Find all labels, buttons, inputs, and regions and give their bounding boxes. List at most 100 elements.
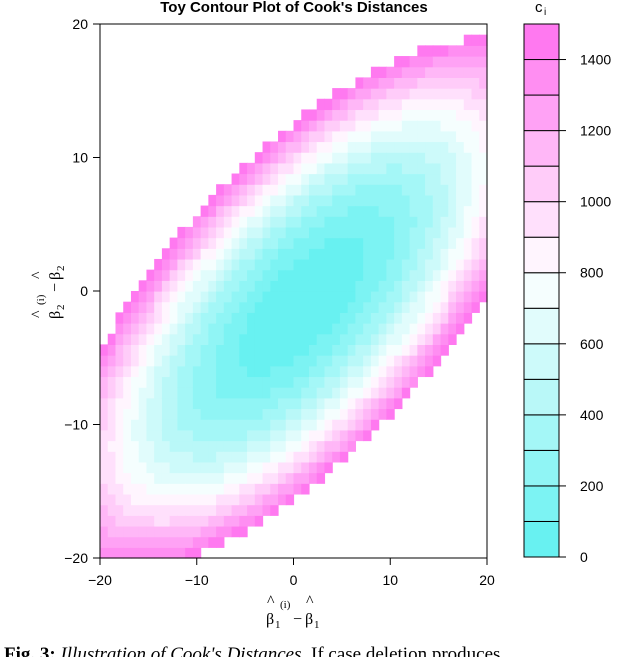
contour-cell <box>463 301 473 313</box>
contour-cell <box>394 77 403 89</box>
contour-cell <box>347 237 357 249</box>
contour-cell <box>223 333 233 345</box>
contour-cell <box>432 173 442 185</box>
contour-cell <box>363 216 372 228</box>
contour-cell <box>316 152 326 164</box>
contour-cell <box>339 312 349 324</box>
contour-cell <box>200 355 209 367</box>
contour-cell <box>247 365 256 378</box>
contour-cell <box>177 291 186 303</box>
contour-cell <box>308 323 318 335</box>
contour-cell <box>293 365 302 378</box>
contour-cell <box>394 205 403 217</box>
contour-cell <box>154 408 163 420</box>
contour-cell <box>440 173 449 185</box>
contour-cell <box>401 365 411 378</box>
contour-cell <box>471 173 480 185</box>
contour-cell <box>239 387 248 399</box>
contour-cell <box>262 205 271 217</box>
contour-cell <box>285 387 295 399</box>
contour-cell <box>463 216 473 228</box>
contour-cell <box>479 280 488 292</box>
contour-cell <box>293 226 302 239</box>
contour-cell <box>456 216 465 228</box>
contour-cell <box>130 493 140 506</box>
contour-cell <box>223 451 233 463</box>
contour-cell <box>107 547 117 559</box>
contour-cell <box>270 387 279 399</box>
contour-cell <box>440 301 449 313</box>
contour-cell <box>154 440 163 452</box>
contour-cell <box>394 173 403 185</box>
contour-cell <box>254 237 264 249</box>
contour-cell <box>347 344 357 356</box>
contour-cell <box>339 237 349 249</box>
contour-cell <box>200 344 209 356</box>
contour-cell <box>417 141 426 153</box>
contour-cell <box>138 323 148 335</box>
contour-cell <box>432 258 442 271</box>
contour-cell <box>185 461 194 474</box>
contour-cell <box>285 291 295 303</box>
contour-cell <box>332 141 341 153</box>
contour-cell <box>270 152 279 164</box>
contour-cell <box>386 109 395 121</box>
contour-cell <box>440 66 449 78</box>
contour-cell <box>177 472 186 484</box>
contour-cell <box>138 397 148 410</box>
contour-cell <box>231 312 240 324</box>
contour-cell <box>448 173 457 185</box>
contour-cell <box>247 280 256 292</box>
contour-cell <box>200 472 209 484</box>
contour-cell <box>278 226 287 239</box>
contour-cell <box>324 120 333 132</box>
contour-cell <box>278 419 287 431</box>
contour-cell <box>130 419 140 431</box>
contour-cell <box>363 365 372 378</box>
x-tick-label: 0 <box>290 572 298 588</box>
contour-cell <box>324 333 333 345</box>
contour-cell <box>316 226 326 239</box>
contour-cell <box>262 408 271 420</box>
colorbar-tick-label: 400 <box>580 407 604 423</box>
contour-cell <box>247 483 256 495</box>
contour-cell <box>347 355 357 367</box>
contour-cell <box>130 323 140 335</box>
contour-cell <box>154 344 163 356</box>
contour-cell <box>293 472 302 484</box>
contour-cell <box>247 173 256 185</box>
contour-cell <box>417 226 426 239</box>
contour-cell <box>185 451 194 463</box>
contour-cell <box>254 269 264 281</box>
contour-cell <box>254 344 264 356</box>
contour-cell <box>200 291 209 303</box>
contour-cell <box>169 493 178 506</box>
contour-cell <box>270 376 279 388</box>
contour-cell <box>425 130 434 143</box>
contour-cell <box>123 536 132 548</box>
contour-cell <box>370 269 380 281</box>
contour-cell <box>161 387 171 399</box>
contour-cell <box>208 216 217 228</box>
contour-cell <box>432 152 442 164</box>
contour-cell <box>316 344 326 356</box>
colorbar-frame <box>523 23 560 558</box>
contour-cell <box>239 301 248 313</box>
contour-cell <box>200 504 209 516</box>
contour-cell <box>440 45 449 57</box>
contour-cell <box>278 141 287 153</box>
contour-cell <box>332 120 341 132</box>
contour-cell <box>208 408 217 420</box>
contour-cell <box>239 323 248 335</box>
contour-cell <box>401 269 411 281</box>
contour-cell <box>130 547 140 559</box>
contour-cell <box>100 536 109 548</box>
contour-cell <box>448 152 457 164</box>
contour-cell <box>332 387 341 399</box>
contour-cell <box>146 312 155 324</box>
contour-cell <box>308 333 318 345</box>
contour-cell <box>293 301 302 313</box>
contour-cell <box>270 472 279 484</box>
contour-cell <box>440 77 449 89</box>
contour-cell <box>278 365 287 378</box>
